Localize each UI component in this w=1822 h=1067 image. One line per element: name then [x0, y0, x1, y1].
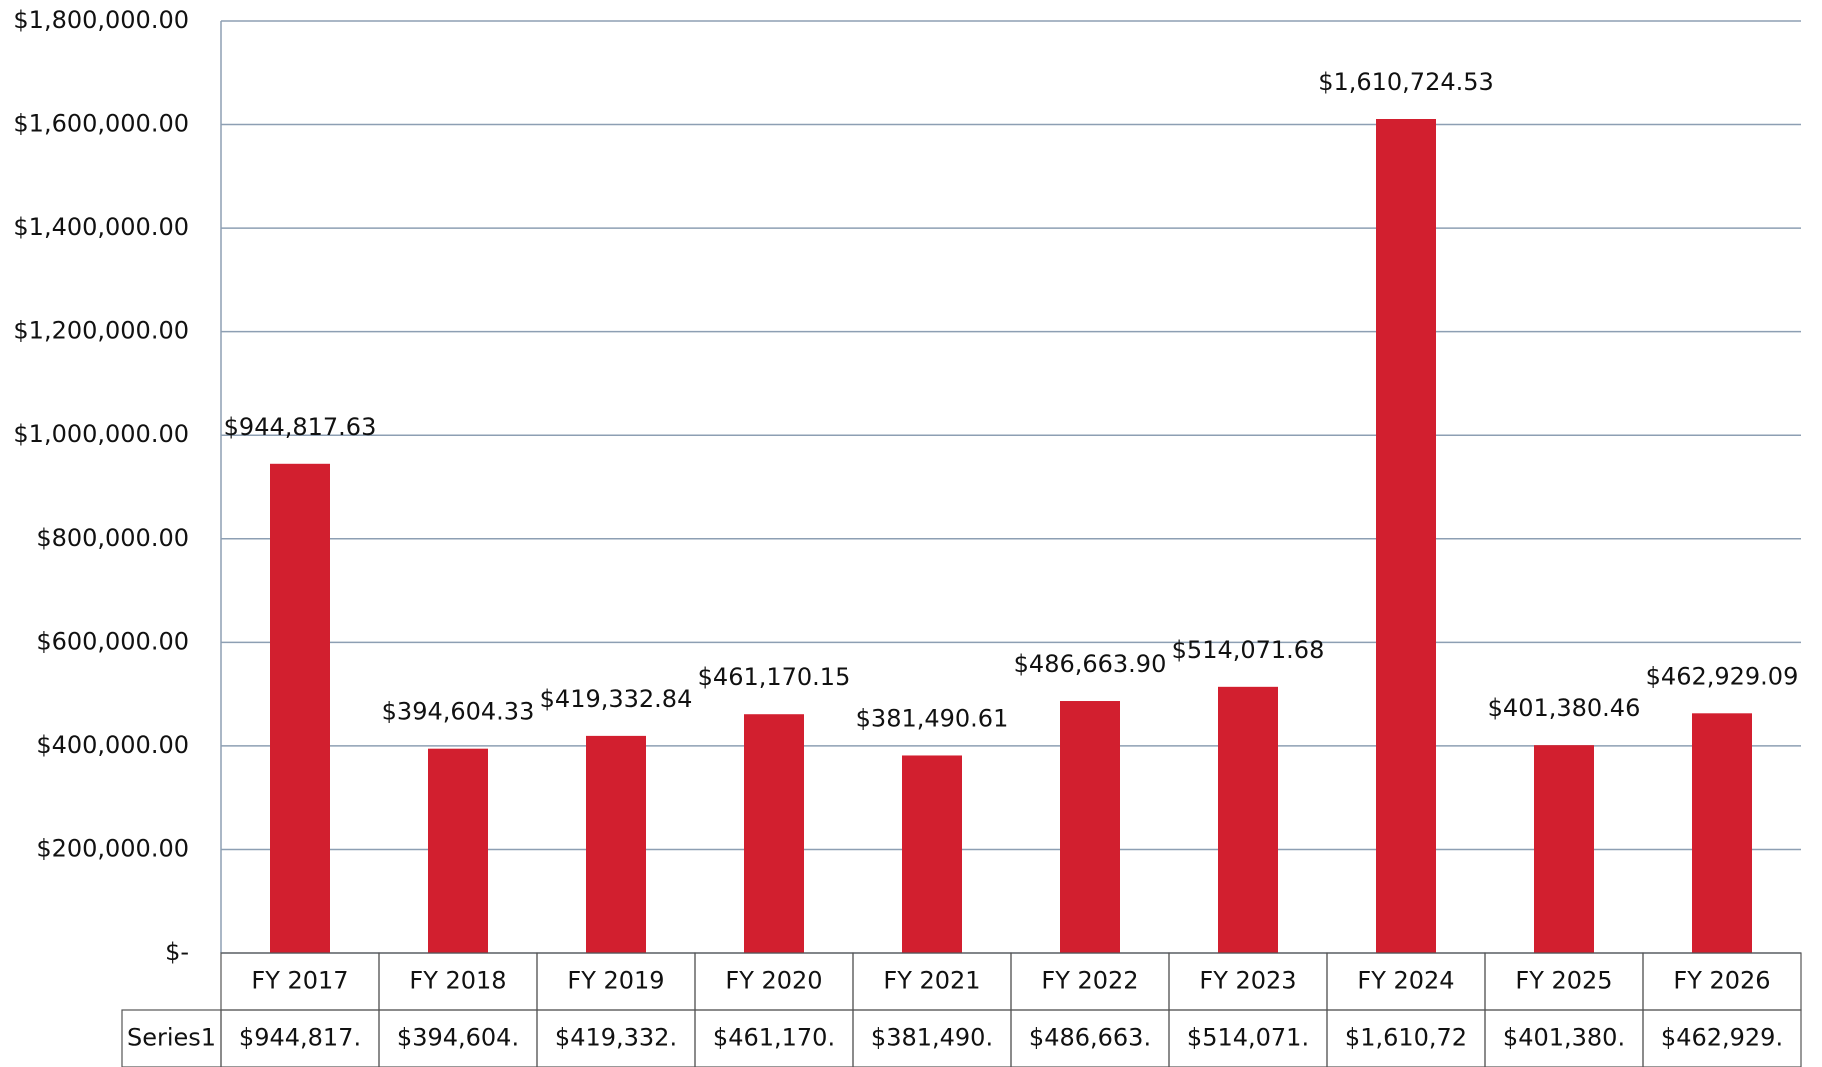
y-tick-label: $1,400,000.00: [13, 213, 189, 241]
table-value: $381,490.: [871, 1024, 993, 1052]
table-value: $419,332.: [555, 1024, 677, 1052]
chart: $- $200,000.00 $400,000.00 $600,000.00 $800,…: [0, 0, 1822, 1067]
bar: [1060, 701, 1120, 953]
bar: [1376, 119, 1436, 953]
y-tick-label: $1,800,000.00: [13, 6, 189, 34]
value-label: $1,610,724.53: [1318, 68, 1494, 96]
table-value: $944,817.: [239, 1024, 361, 1052]
table-value: $514,071.: [1187, 1024, 1309, 1052]
value-label: $944,817.63: [224, 413, 377, 441]
bar: [744, 714, 804, 953]
value-label: $419,332.84: [540, 685, 693, 713]
x-tick-label: FY 2025: [1515, 967, 1612, 995]
x-tick-label: FY 2019: [567, 967, 664, 995]
table-value: $462,929.: [1661, 1024, 1783, 1052]
x-tick-label: FY 2017: [251, 967, 348, 995]
bar: [1218, 687, 1278, 953]
y-tick-label: $400,000.00: [36, 731, 189, 759]
y-tick-label: $200,000.00: [36, 834, 189, 862]
x-tick-label: FY 2021: [883, 967, 980, 995]
y-tick-label: $1,200,000.00: [13, 317, 189, 345]
bar: [428, 749, 488, 953]
value-label: $461,170.15: [698, 663, 851, 691]
value-label: $486,663.90: [1014, 650, 1167, 678]
y-tick-label: $1,000,000.00: [13, 420, 189, 448]
y-tick-label: $1,600,000.00: [13, 110, 189, 138]
table-value: $486,663.: [1029, 1024, 1151, 1052]
y-tick-label: $600,000.00: [36, 627, 189, 655]
x-tick-label: FY 2018: [409, 967, 506, 995]
table-value: $401,380.: [1503, 1024, 1625, 1052]
x-tick-label: FY 2026: [1673, 967, 1770, 995]
x-tick-label: FY 2023: [1199, 967, 1296, 995]
bar: [1534, 745, 1594, 953]
table-value: $394,604.: [397, 1024, 519, 1052]
value-label: $462,929.09: [1646, 662, 1799, 690]
series-label: Series1: [127, 1024, 216, 1052]
bar: [270, 464, 330, 953]
value-label: $381,490.61: [856, 704, 1009, 732]
table-value: $1,610,72: [1345, 1024, 1467, 1052]
x-tick-label: FY 2022: [1041, 967, 1138, 995]
bar: [586, 736, 646, 953]
bar: [902, 755, 962, 953]
x-tick-label: FY 2024: [1357, 967, 1454, 995]
value-label: $514,071.68: [1172, 636, 1325, 664]
y-tick-label: $-: [165, 938, 189, 966]
value-label: $394,604.33: [382, 698, 535, 726]
bar: [1692, 713, 1752, 953]
y-tick-label: $800,000.00: [36, 524, 189, 552]
value-label: $401,380.46: [1488, 694, 1641, 722]
x-tick-label: FY 2020: [725, 967, 822, 995]
table-value: $461,170.: [713, 1024, 835, 1052]
